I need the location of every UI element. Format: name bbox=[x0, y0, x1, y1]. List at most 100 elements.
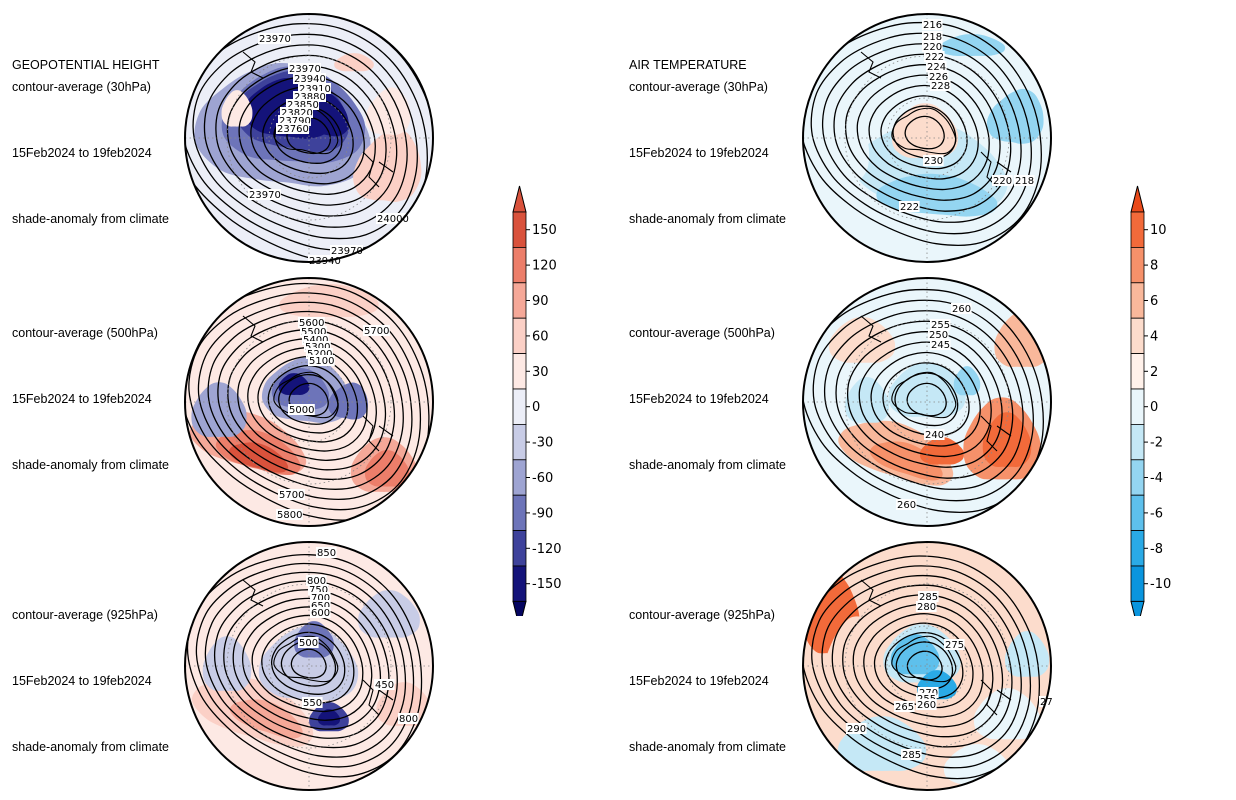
contour-line bbox=[270, 631, 346, 696]
temp-colorbar-bottom-arrow bbox=[1130, 600, 1145, 616]
contour-line bbox=[858, 341, 992, 458]
contour-line bbox=[823, 310, 1024, 490]
contour-label: 23850 bbox=[287, 100, 319, 111]
gph-colorbar-segment bbox=[512, 494, 527, 532]
gph-header: GEOPOTENTIAL HEIGHT bbox=[12, 10, 159, 98]
temp-caption-500hpa: contour-average (500hPa) 15Feb2024 to 19… bbox=[629, 326, 787, 472]
anomaly-shade bbox=[191, 382, 247, 437]
gph-colorbar-tick-label: 30 bbox=[532, 365, 549, 380]
contour-line bbox=[863, 613, 984, 718]
anomaly-shade bbox=[353, 128, 422, 202]
contour-label: 850 bbox=[317, 548, 336, 559]
anomaly-shade bbox=[317, 709, 341, 726]
temp-colorbar-segment bbox=[1130, 353, 1145, 390]
antarctica-coastline bbox=[891, 107, 957, 155]
contour-line bbox=[810, 32, 1032, 235]
anomaly-shade bbox=[334, 53, 374, 72]
contour-label: 250 bbox=[929, 330, 948, 341]
contour-line bbox=[251, 614, 364, 713]
contour-label: 228 bbox=[931, 81, 950, 92]
gph-colorbar-tick-label: 0 bbox=[532, 400, 540, 415]
contour-line bbox=[846, 331, 1003, 468]
gph-colorbar-tick-label: 90 bbox=[532, 294, 549, 309]
contour-label: 216 bbox=[923, 20, 942, 31]
temp-colorbar-tick-label: -6 bbox=[1150, 506, 1163, 521]
gph-colorbar-segment bbox=[512, 353, 527, 390]
map-border bbox=[802, 541, 1052, 791]
antarctica-coastline bbox=[891, 371, 957, 419]
temp-colorbar-tick-label: 10 bbox=[1150, 223, 1167, 238]
contour-label: 5800 bbox=[277, 510, 302, 521]
contour-label: 260 bbox=[917, 700, 936, 711]
contour-line bbox=[257, 356, 359, 443]
contour-label: 700 bbox=[311, 593, 330, 604]
contour-line bbox=[203, 44, 408, 228]
latitude-circle bbox=[886, 97, 968, 179]
temp-colorbar-segment bbox=[1130, 494, 1145, 532]
contour-label: 245 bbox=[931, 340, 950, 351]
temp-colorbar-segment bbox=[1130, 388, 1145, 425]
contour-label: 5700 bbox=[364, 326, 389, 337]
contour-label: 275 bbox=[945, 640, 964, 651]
contour-line bbox=[835, 320, 1014, 479]
contour-label: 5600 bbox=[299, 318, 324, 329]
contour-label: 285 bbox=[919, 592, 938, 603]
contour-line bbox=[242, 606, 373, 721]
gph-colorbar-top-arrow bbox=[512, 185, 527, 213]
contour-line bbox=[803, 555, 1041, 780]
gph-caption-30hpa: contour-average (30hPa) 15Feb2024 to 19f… bbox=[12, 80, 170, 226]
contour-label: 222 bbox=[925, 52, 944, 63]
contour-line bbox=[904, 115, 945, 150]
contour-label: 5400 bbox=[303, 335, 328, 346]
contour-label: 23970 bbox=[331, 246, 363, 257]
gph-colorbar-segment bbox=[512, 247, 527, 284]
map-border bbox=[802, 277, 1052, 527]
gph-anomaly-colorbar: 150 120 90 60 30 0 -30 -60 -90 -120 -150 bbox=[512, 185, 562, 616]
temp-colorbar-tick-label: 6 bbox=[1150, 294, 1158, 309]
gph-colorbar-tick-label: 120 bbox=[532, 259, 557, 274]
contour-label: 224 bbox=[927, 62, 946, 73]
temp-colorbar-tick-label: -4 bbox=[1150, 471, 1163, 486]
contour-label: 5000 bbox=[289, 405, 314, 416]
temp-header: AIR TEMPERATURE bbox=[629, 10, 747, 98]
contour-label: 220 bbox=[923, 42, 942, 53]
gph-colorbar-segment bbox=[512, 459, 527, 496]
temp-caption-30hpa: contour-average (30hPa) 15Feb2024 to 19f… bbox=[629, 80, 787, 226]
contour-label: 23940 bbox=[294, 74, 326, 85]
contour-label: 600 bbox=[311, 608, 330, 619]
contour-line bbox=[227, 329, 387, 471]
contour-label: 23970 bbox=[289, 64, 321, 75]
contour-label: 218 bbox=[923, 32, 942, 43]
gph-colorbar-tick-label: -90 bbox=[532, 506, 553, 521]
temp-colorbar-segment bbox=[1130, 317, 1145, 354]
contour-line bbox=[195, 562, 415, 768]
contour-label: 5700 bbox=[279, 490, 304, 501]
gph-colorbar-segment bbox=[512, 423, 527, 461]
contour-label: 5200 bbox=[307, 349, 332, 360]
latitude-circle bbox=[886, 361, 968, 443]
contour-label: 222 bbox=[900, 202, 919, 213]
contour-line bbox=[237, 338, 377, 461]
temp-colorbar-tick-label: 2 bbox=[1150, 365, 1158, 380]
contour-label: 750 bbox=[309, 585, 328, 596]
temp-colorbar-tick-label: -2 bbox=[1150, 436, 1163, 451]
temp-caption-925hpa: contour-average (925hPa) 15Feb2024 to 19… bbox=[629, 608, 787, 754]
gph-colorbar-segment bbox=[512, 530, 527, 567]
contour-label: 23970 bbox=[249, 190, 281, 201]
map-border bbox=[802, 13, 1052, 263]
contour-line bbox=[278, 373, 339, 425]
contour-line bbox=[894, 372, 959, 427]
anomaly-shade bbox=[824, 108, 870, 182]
contour-line bbox=[856, 74, 990, 191]
contour-label: 280 bbox=[917, 602, 936, 613]
contour-label: 23820 bbox=[281, 108, 313, 119]
contour-label: 240 bbox=[925, 430, 944, 441]
anomaly-shade bbox=[228, 442, 289, 473]
antarctica-coastline bbox=[273, 371, 339, 419]
contour-line bbox=[247, 347, 368, 452]
contour-line bbox=[821, 43, 1022, 223]
contour-line bbox=[831, 584, 1013, 748]
contour-line bbox=[215, 54, 398, 217]
temp-colorbar-tick-label: 8 bbox=[1150, 259, 1158, 274]
